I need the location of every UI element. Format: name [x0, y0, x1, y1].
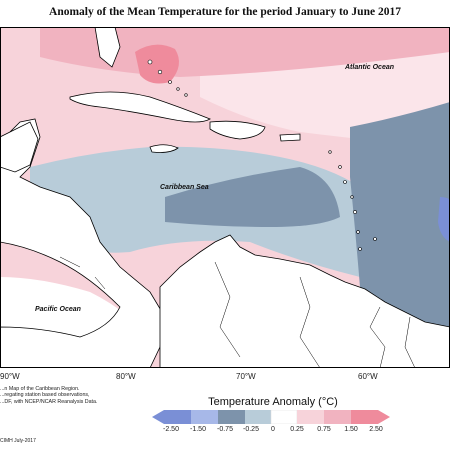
anomaly-zone-caribbean-slate [165, 167, 340, 227]
land-masses [0, 27, 450, 368]
legend-swatch [270, 410, 298, 424]
note-line: ...DF, with NCEP/NCAR Reanalysis Data. [0, 398, 98, 405]
label-atlantic-ocean: Atlantic Ocean [344, 64, 394, 71]
legend-swatch [297, 410, 324, 424]
legend-swatch [245, 410, 271, 424]
legend-swatch [218, 410, 245, 424]
country-borders [59, 256, 416, 368]
legend-color-bar [152, 410, 390, 424]
land-florida [94, 27, 121, 68]
legend-swatch [191, 410, 218, 424]
land-yucatan [0, 121, 39, 173]
legend-label: -0.25 [243, 426, 259, 433]
anomaly-zone-atlantic-cold-spot [438, 197, 450, 242]
legend-arrow-warm [378, 410, 390, 424]
legend-label: 0 [271, 426, 275, 433]
land-south-america [159, 234, 450, 368]
legend-label: -0.75 [217, 426, 233, 433]
label-caribbean-sea: Caribbean Sea [160, 184, 209, 191]
legend-swatch [324, 410, 351, 424]
land-hispaniola [209, 120, 266, 140]
anomaly-zone-bahamas-hot [135, 44, 179, 84]
land-jamaica [149, 144, 179, 153]
legend-label: 0.75 [317, 426, 331, 433]
legend-label: -2.50 [163, 426, 179, 433]
note-line: ...n Map of the Caribbean Region. [0, 386, 80, 392]
legend-swatch [164, 410, 191, 424]
longitude-tick-60w: 60°W [358, 372, 378, 381]
label-pacific-ocean: Pacific Ocean [35, 306, 81, 313]
temperature-anomaly-map: Atlantic Ocean Caribbean Sea Pacific Oce… [0, 27, 450, 368]
legend-label: 2.50 [369, 426, 383, 433]
legend-arrow-cold [152, 410, 164, 424]
map-title: Anomaly of the Mean Temperature for the … [49, 6, 401, 18]
legend-swatch [351, 410, 378, 424]
legend-title: Temperature Anomaly (°C) [208, 396, 338, 408]
longitude-tick-70w: 70°W [236, 372, 256, 381]
longitude-tick-90w: 90°W [0, 372, 20, 381]
note-line: ...regating station based observations, [0, 392, 90, 399]
legend-label: 1.50 [344, 426, 358, 433]
map-note: ...n Map of the Caribbean Region. ...reg… [0, 386, 118, 405]
longitude-tick-80w: 80°W [116, 372, 136, 381]
small-islands [147, 59, 377, 251]
legend-label: -1.50 [190, 426, 206, 433]
credit-text: CIMH July-2017 [0, 438, 36, 444]
land-central-america [0, 118, 166, 368]
legend-label: 0.25 [290, 426, 304, 433]
land-puerto-rico [279, 133, 301, 142]
land-cuba [69, 91, 211, 123]
